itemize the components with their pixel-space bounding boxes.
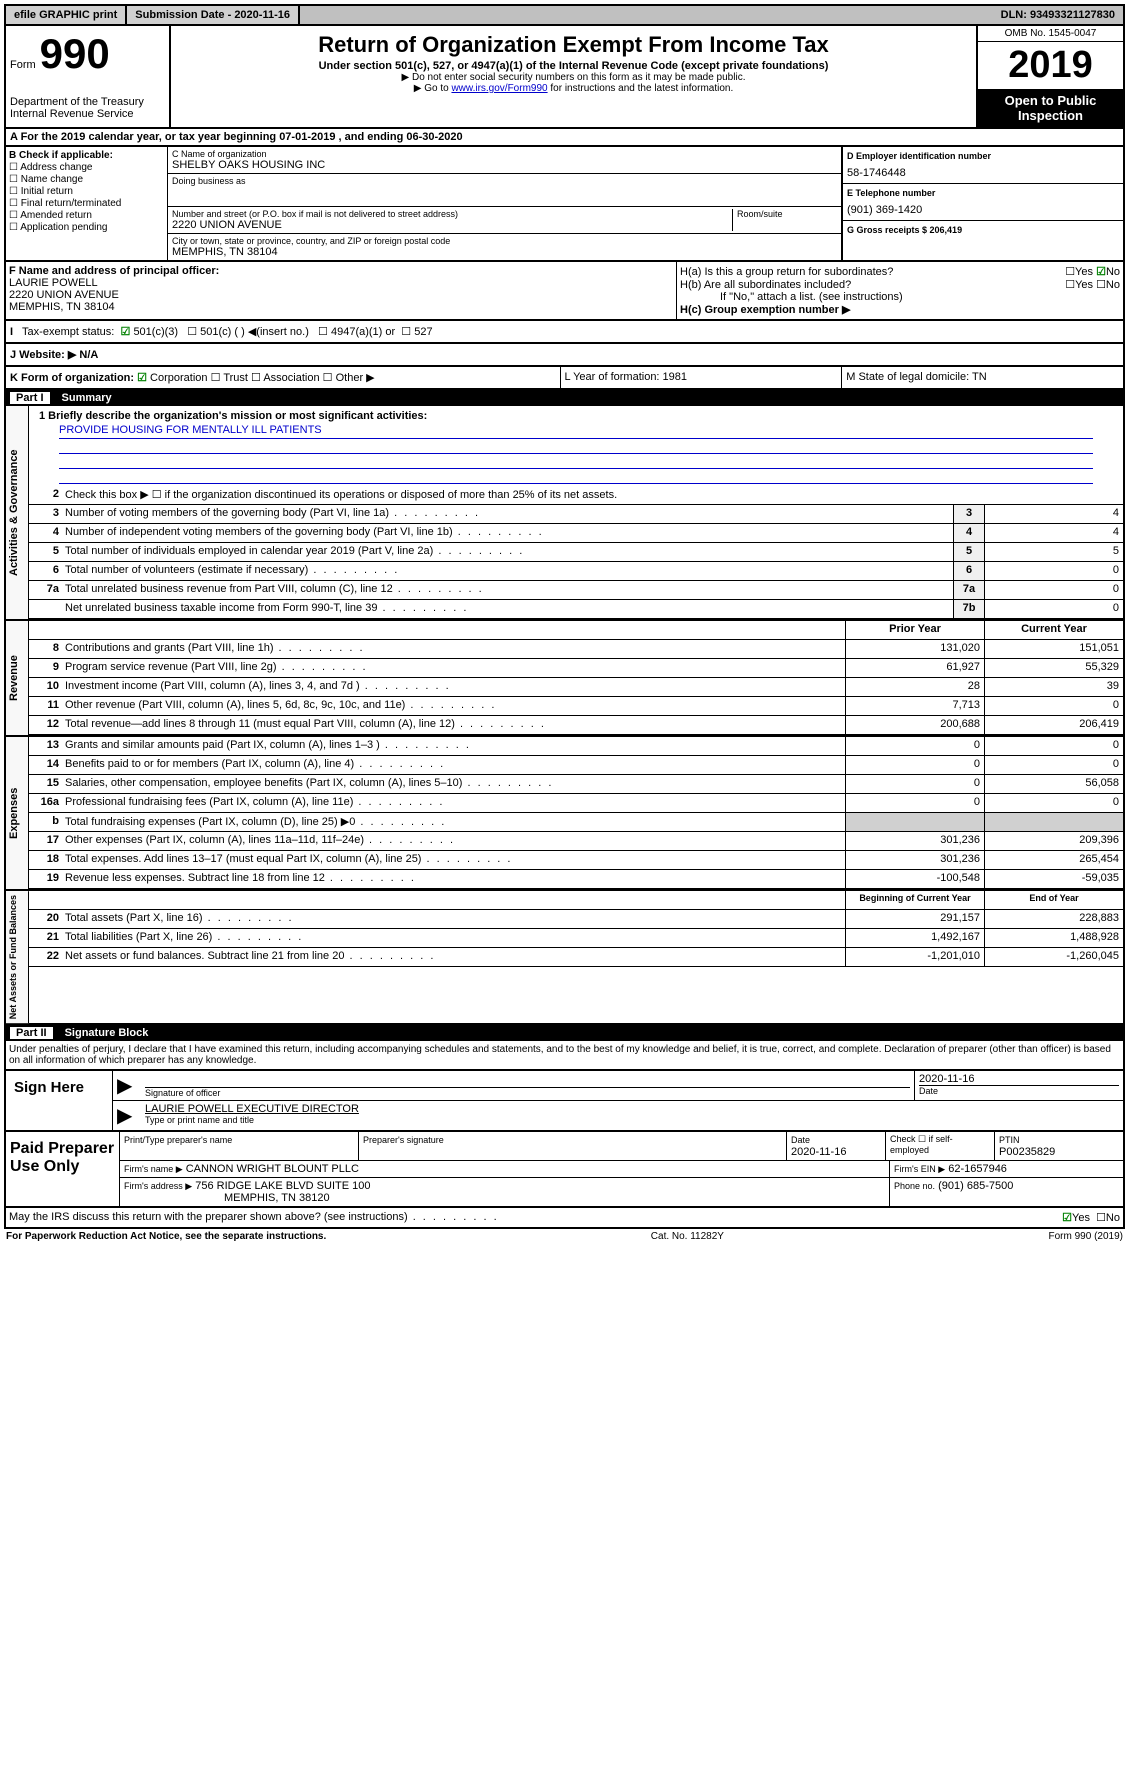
- org-name-label: C Name of organization: [172, 149, 837, 159]
- end-year-header: End of Year: [984, 891, 1123, 909]
- sign-here-label: Sign Here: [6, 1071, 112, 1130]
- sign-here-section: Sign Here ▶ Signature of officer 2020-11…: [4, 1071, 1125, 1132]
- tax-exempt-row: I Tax-exempt status: ☑ 501(c)(3) ☐ 501(c…: [4, 321, 1125, 344]
- part-1-header: Part ISummary: [4, 390, 1125, 406]
- net-vlabel: Net Assets or Fund Balances: [6, 891, 29, 1023]
- sig-date-label: Date: [919, 1085, 1119, 1096]
- firm-addr: 756 RIDGE LAKE BLVD SUITE 100: [195, 1180, 370, 1192]
- summary-net-assets: Net Assets or Fund Balances Beginning of…: [4, 891, 1125, 1025]
- check-application-pending[interactable]: ☐ Application pending: [9, 222, 164, 233]
- omb-number: OMB No. 1545-0047: [978, 26, 1123, 42]
- room-label: Room/suite: [737, 209, 837, 219]
- sig-date: 2020-11-16: [919, 1073, 1119, 1085]
- self-employed-check[interactable]: Check ☐ if self-employed: [886, 1132, 995, 1160]
- street-address: 2220 UNION AVENUE: [172, 219, 732, 231]
- paid-preparer-section: Paid Preparer Use Only Print/Type prepar…: [4, 1132, 1125, 1208]
- check-initial-return[interactable]: ☐ Initial return: [9, 186, 164, 197]
- page-footer: For Paperwork Reduction Act Notice, see …: [4, 1229, 1125, 1244]
- subtitle-2: ▶ Do not enter social security numbers o…: [175, 72, 972, 83]
- submission-date-button[interactable]: Submission Date - 2020-11-16: [127, 6, 300, 24]
- ein-value: 58-1746448: [847, 167, 1119, 179]
- form-number: 990: [40, 30, 110, 78]
- website-row: J Website: ▶ N/A: [4, 344, 1125, 367]
- column-d-e-g: D Employer identification number 58-1746…: [841, 147, 1123, 260]
- check-address-change[interactable]: ☐ Address change: [9, 162, 164, 173]
- firm-ein: 62-1657946: [948, 1163, 1007, 1175]
- rev-vlabel: Revenue: [6, 621, 29, 735]
- sig-officer-label: Signature of officer: [145, 1087, 910, 1098]
- sig-name: LAURIE POWELL EXECUTIVE DIRECTOR: [145, 1103, 1119, 1115]
- paid-prep-label: Paid Preparer Use Only: [6, 1132, 119, 1206]
- perjury-text: Under penalties of perjury, I declare th…: [4, 1041, 1125, 1071]
- addr-label: Number and street (or P.O. box if mail i…: [172, 209, 732, 219]
- row-k-l-m: K Form of organization: ☑ Corporation ☐ …: [4, 367, 1125, 390]
- dln-label: DLN: 93493321127830: [993, 6, 1123, 24]
- summary-expenses: Expenses 13Grants and similar amounts pa…: [4, 737, 1125, 891]
- form-title: Return of Organization Exempt From Incom…: [175, 32, 972, 58]
- row-a-period: A For the 2019 calendar year, or tax yea…: [4, 129, 1125, 147]
- open-inspection-badge: Open to Public Inspection: [978, 89, 1123, 127]
- q2-check: Check this box ▶ ☐ if the organization d…: [63, 486, 1123, 504]
- org-name: SHELBY OAKS HOUSING INC: [172, 159, 837, 171]
- part-2-header: Part IISignature Block: [4, 1025, 1125, 1041]
- firm-phone: (901) 685-7500: [938, 1180, 1013, 1192]
- form-word: Form: [10, 59, 36, 71]
- section-f-h: F Name and address of principal officer:…: [4, 262, 1125, 321]
- irs-link[interactable]: www.irs.gov/Form990: [451, 83, 547, 94]
- tax-year: 2019: [978, 42, 1123, 89]
- officer-addr: 2220 UNION AVENUE: [9, 289, 119, 301]
- city-value: MEMPHIS, TN 38104: [172, 246, 837, 258]
- prep-date: 2020-11-16: [791, 1146, 846, 1158]
- begin-year-header: Beginning of Current Year: [845, 891, 984, 909]
- exp-vlabel: Expenses: [6, 737, 29, 889]
- officer-name: LAURIE POWELL: [9, 277, 98, 289]
- hb-note: If "No," attach a list. (see instruction…: [680, 291, 1120, 303]
- check-name-change[interactable]: ☐ Name change: [9, 174, 164, 185]
- sig-name-label: Type or print name and title: [145, 1115, 1119, 1125]
- hb-label: H(b) Are all subordinates included?: [680, 279, 851, 291]
- firm-city: MEMPHIS, TN 38120: [124, 1192, 330, 1204]
- summary-governance: Activities & Governance 1 Briefly descri…: [4, 406, 1125, 621]
- section-b-c-d: B Check if applicable: ☐ Address change …: [4, 147, 1125, 262]
- column-b-checkboxes: B Check if applicable: ☐ Address change …: [6, 147, 168, 260]
- tel-value: (901) 369-1420: [847, 204, 1119, 216]
- hc-label: H(c) Group exemption number ▶: [680, 303, 850, 316]
- ein-label: D Employer identification number: [847, 151, 1119, 161]
- gross-receipts: G Gross receipts $ 206,419: [847, 225, 1119, 235]
- prior-year-header: Prior Year: [845, 621, 984, 639]
- firm-name: CANNON WRIGHT BLOUNT PLLC: [186, 1163, 359, 1175]
- column-c-org-info: C Name of organization SHELBY OAKS HOUSI…: [168, 147, 841, 260]
- subtitle-1: Under section 501(c), 527, or 4947(a)(1)…: [175, 60, 972, 72]
- ha-label: H(a) Is this a group return for subordin…: [680, 266, 893, 278]
- city-label: City or town, state or province, country…: [172, 236, 837, 246]
- ptin-value: P00235829: [999, 1146, 1055, 1158]
- state-domicile: M State of legal domicile: TN: [842, 367, 1123, 388]
- year-formation: L Year of formation: 1981: [561, 367, 843, 388]
- form-header: Form 990 Department of the Treasury Inte…: [4, 26, 1125, 129]
- column-h-group: H(a) Is this a group return for subordin…: [676, 262, 1123, 319]
- efile-print-button[interactable]: efile GRAPHIC print: [6, 6, 127, 24]
- discuss-row: May the IRS discuss this return with the…: [4, 1208, 1125, 1229]
- summary-revenue: Revenue Prior Year Current Year 8Contrib…: [4, 621, 1125, 737]
- officer-city: MEMPHIS, TN 38104: [9, 301, 115, 313]
- column-f-officer: F Name and address of principal officer:…: [6, 262, 676, 319]
- dba-label: Doing business as: [172, 176, 837, 186]
- check-amended-return[interactable]: ☐ Amended return: [9, 210, 164, 221]
- mission-text: PROVIDE HOUSING FOR MENTALLY ILL PATIENT…: [59, 424, 1093, 439]
- dept-label: Department of the Treasury: [10, 96, 165, 108]
- top-toolbar: efile GRAPHIC print Submission Date - 20…: [4, 4, 1125, 26]
- irs-label: Internal Revenue Service: [10, 108, 165, 120]
- tel-label: E Telephone number: [847, 188, 1119, 198]
- curr-year-header: Current Year: [984, 621, 1123, 639]
- subtitle-3: ▶ Go to www.irs.gov/Form990 for instruct…: [175, 83, 972, 94]
- gov-vlabel: Activities & Governance: [6, 406, 29, 619]
- q1-label: 1 Briefly describe the organization's mi…: [39, 410, 427, 422]
- check-final-return[interactable]: ☐ Final return/terminated: [9, 198, 164, 209]
